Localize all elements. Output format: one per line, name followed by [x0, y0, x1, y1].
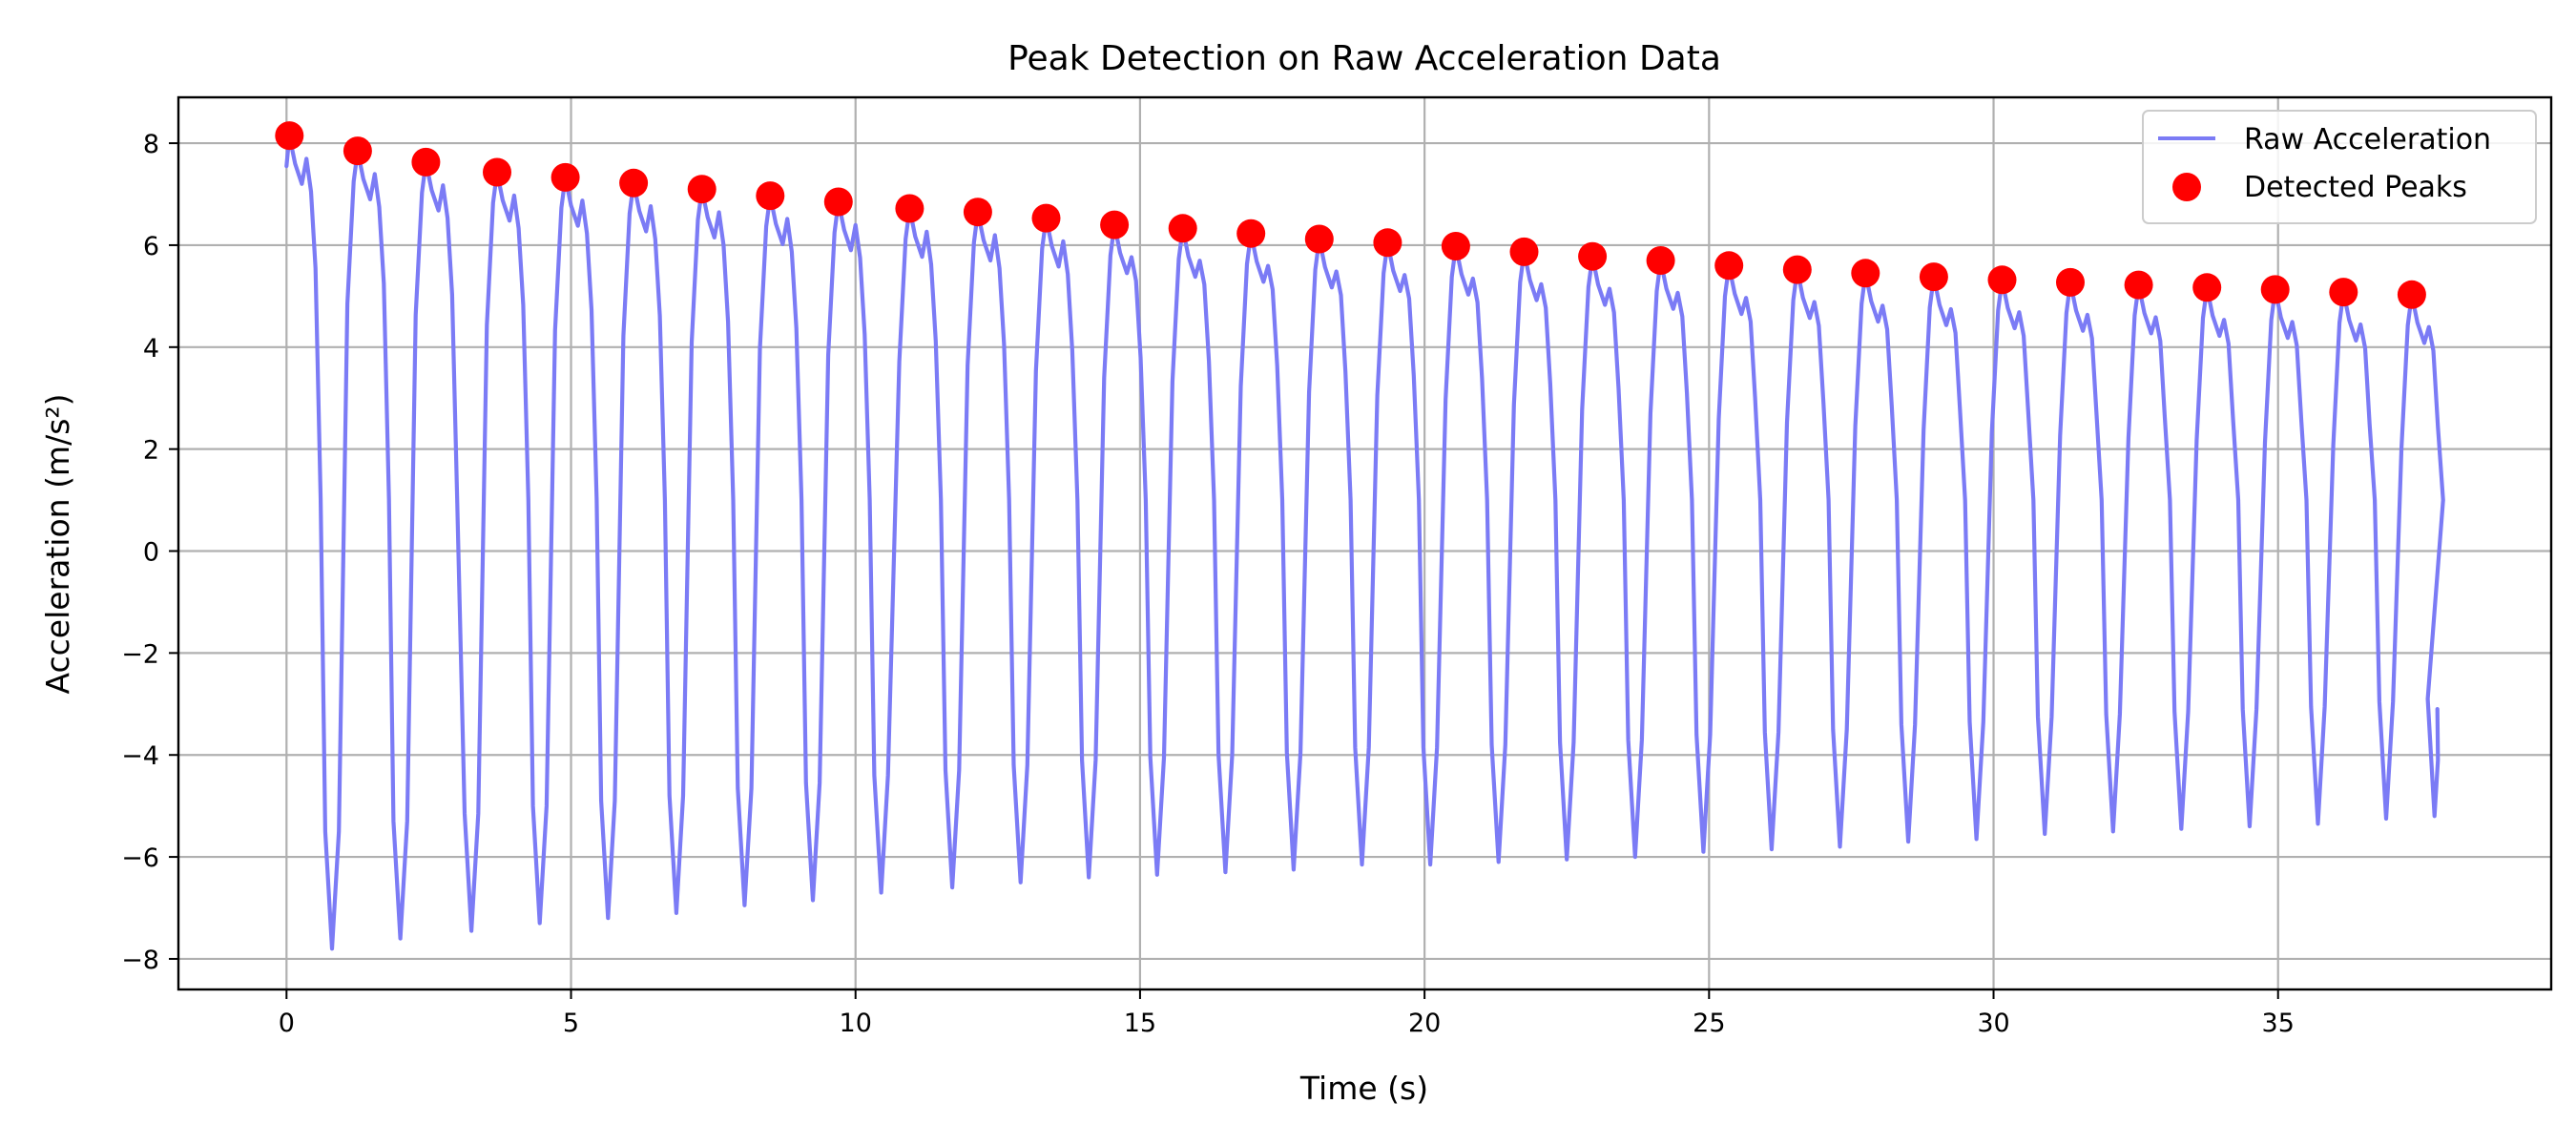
x-tick-label: 30	[1977, 1009, 2009, 1038]
peak-marker	[619, 168, 649, 198]
y-tick-label: 4	[143, 334, 159, 364]
y-tick-label: 2	[143, 436, 159, 466]
grid	[178, 97, 2551, 989]
peak-marker	[1441, 232, 1470, 260]
x-tick-label: 15	[1124, 1009, 1156, 1038]
y-tick-label: 6	[143, 232, 159, 261]
peak-marker	[1782, 255, 1812, 284]
peak-marker	[1509, 237, 1539, 266]
legend-marker-swatch	[2172, 173, 2201, 201]
peak-marker	[551, 162, 580, 192]
peak-marker	[483, 157, 511, 187]
peak-marker	[2397, 280, 2426, 309]
peak-marker	[411, 147, 441, 177]
y-tick-label: 0	[143, 538, 159, 568]
peak-marker	[1100, 210, 1130, 239]
x-tick-label: 5	[563, 1009, 579, 1038]
plot-frame	[177, 95, 2553, 991]
peak-marker	[1168, 214, 1197, 243]
peak-marker	[1578, 241, 1608, 271]
peak-marker	[823, 187, 853, 217]
y-tick-label: 8	[143, 130, 159, 159]
x-tick-label: 35	[2262, 1009, 2295, 1038]
peak-marker	[343, 136, 372, 166]
raw-acceleration-line	[284, 134, 2445, 951]
x-axis-label: Time (s)	[1299, 1070, 1428, 1107]
peak-marker	[2056, 267, 2085, 297]
peak-marker	[1646, 246, 1675, 275]
y-tick-label: −8	[121, 946, 159, 975]
peak-marker	[895, 194, 924, 223]
x-tick-label: 10	[840, 1009, 872, 1038]
peak-marker	[1919, 262, 1948, 292]
peak-marker	[1851, 259, 1880, 288]
peak-marker	[687, 175, 717, 204]
peak-marker	[756, 181, 785, 211]
series-layer	[275, 121, 2445, 951]
y-tick-label: −4	[121, 741, 159, 771]
legend-label-peaks: Detected Peaks	[2244, 171, 2467, 204]
y-tick-label: −6	[121, 843, 159, 873]
peak-marker	[1373, 228, 1402, 258]
peak-marker	[1031, 203, 1061, 233]
x-tick-label: 25	[1693, 1009, 1725, 1038]
peak-marker	[1304, 224, 1334, 254]
peak-marker	[275, 121, 304, 151]
peak-marker	[2329, 278, 2358, 307]
legend-box	[2142, 110, 2537, 224]
legend-label-raw: Raw Acceleration	[2244, 123, 2491, 156]
peak-marker	[2260, 275, 2290, 304]
peak-marker	[2192, 273, 2222, 302]
peak-marker	[1236, 219, 1266, 248]
x-tick-label: 20	[1408, 1009, 1441, 1038]
peak-marker	[2124, 270, 2153, 300]
peak-marker	[963, 198, 992, 227]
peak-marker	[1987, 265, 2017, 295]
chart-title: Peak Detection on Raw Acceleration Data	[1008, 39, 1721, 78]
legend: Raw Acceleration Detected Peaks	[2142, 110, 2537, 224]
peak-marker	[1714, 251, 1744, 281]
x-tick-label: 0	[279, 1009, 295, 1038]
y-axis-label: Acceleration (m/s²)	[39, 394, 76, 695]
y-tick-label: −2	[121, 639, 159, 669]
ticks: 0 5 10 15 20 25 30 35 −8 −6 −4 −2 0 2 4 6 8	[121, 130, 2295, 1038]
